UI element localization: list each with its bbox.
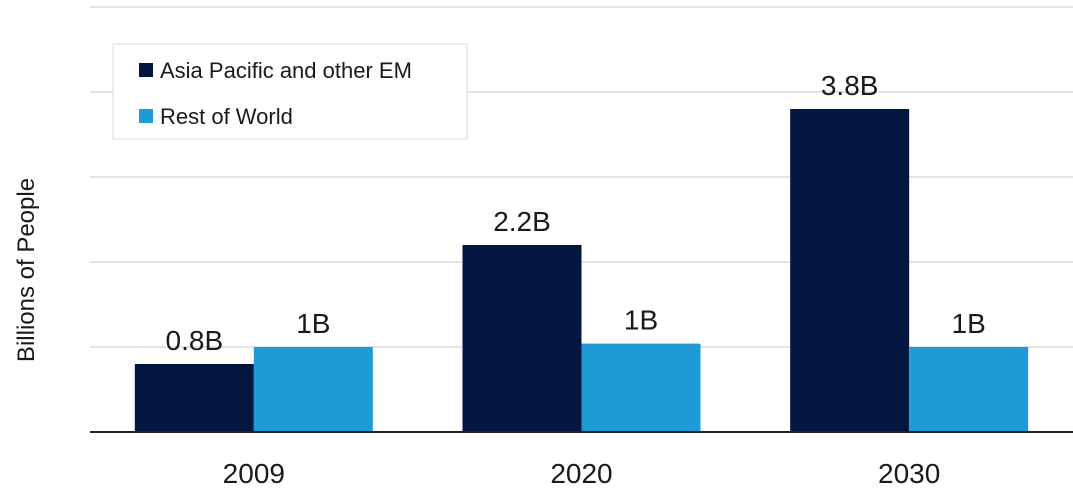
legend: Asia Pacific and other EM Rest of World <box>112 43 468 140</box>
x-tick-label-2030: 2030 <box>878 458 940 489</box>
bar-asia-pacific-2009 <box>134 364 254 432</box>
bar-rest-of-world-2030 <box>909 347 1029 432</box>
bar-rest-of-world-2020 <box>581 343 701 432</box>
y-axis-title: Billions of People <box>13 178 40 362</box>
bars <box>134 109 1029 432</box>
data-label-asia-pacific-2030: 3.8B <box>821 70 879 101</box>
x-tick-label-2020: 2020 <box>550 458 612 489</box>
data-labels: 0.8B 1B 2.2B 1B 3.8B 1B <box>166 70 986 356</box>
bar-asia-pacific-2020 <box>462 245 582 432</box>
legend-box <box>112 43 468 140</box>
data-label-asia-pacific-2020: 2.2B <box>493 206 551 237</box>
legend-swatch-asia-pacific <box>139 63 153 77</box>
bar-asia-pacific-2030 <box>790 109 910 432</box>
bar-rest-of-world-2009 <box>253 347 373 432</box>
legend-label-asia-pacific: Asia Pacific and other EM <box>160 58 412 83</box>
x-tick-label-2009: 2009 <box>223 458 285 489</box>
legend-label-rest-of-world: Rest of World <box>160 104 293 129</box>
data-label-asia-pacific-2009: 0.8B <box>166 325 224 356</box>
data-label-rest-of-world-2009: 1B <box>296 308 330 339</box>
data-label-rest-of-world-2020: 1B <box>624 305 658 336</box>
x-axis-ticks: 2009 2020 2030 <box>223 458 941 489</box>
legend-swatch-rest-of-world <box>139 109 153 123</box>
data-label-rest-of-world-2030: 1B <box>952 308 986 339</box>
